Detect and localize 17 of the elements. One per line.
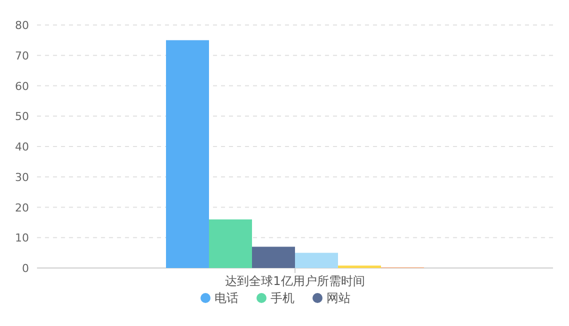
legend-label: 网站: [326, 291, 350, 305]
y-tick-label: 10: [15, 232, 29, 245]
legend-label: 电话: [214, 291, 238, 305]
y-tick-label: 80: [15, 19, 29, 32]
legend-label: 手机: [270, 291, 294, 305]
bar: [295, 252, 338, 268]
y-tick-label: 50: [15, 110, 29, 124]
y-tick-label: 0: [22, 262, 29, 275]
bar: [252, 246, 295, 268]
bar: [166, 40, 209, 268]
y-tick-label: 30: [15, 170, 29, 184]
y-tick-label: 60: [15, 80, 29, 93]
y-tick-label: 20: [15, 201, 29, 214]
x-tick-label: 达到全球1亿用户所需时间: [225, 274, 365, 288]
bar: [209, 219, 252, 268]
y-tick-label: 70: [15, 49, 29, 62]
y-tick-label: 40: [15, 140, 29, 154]
